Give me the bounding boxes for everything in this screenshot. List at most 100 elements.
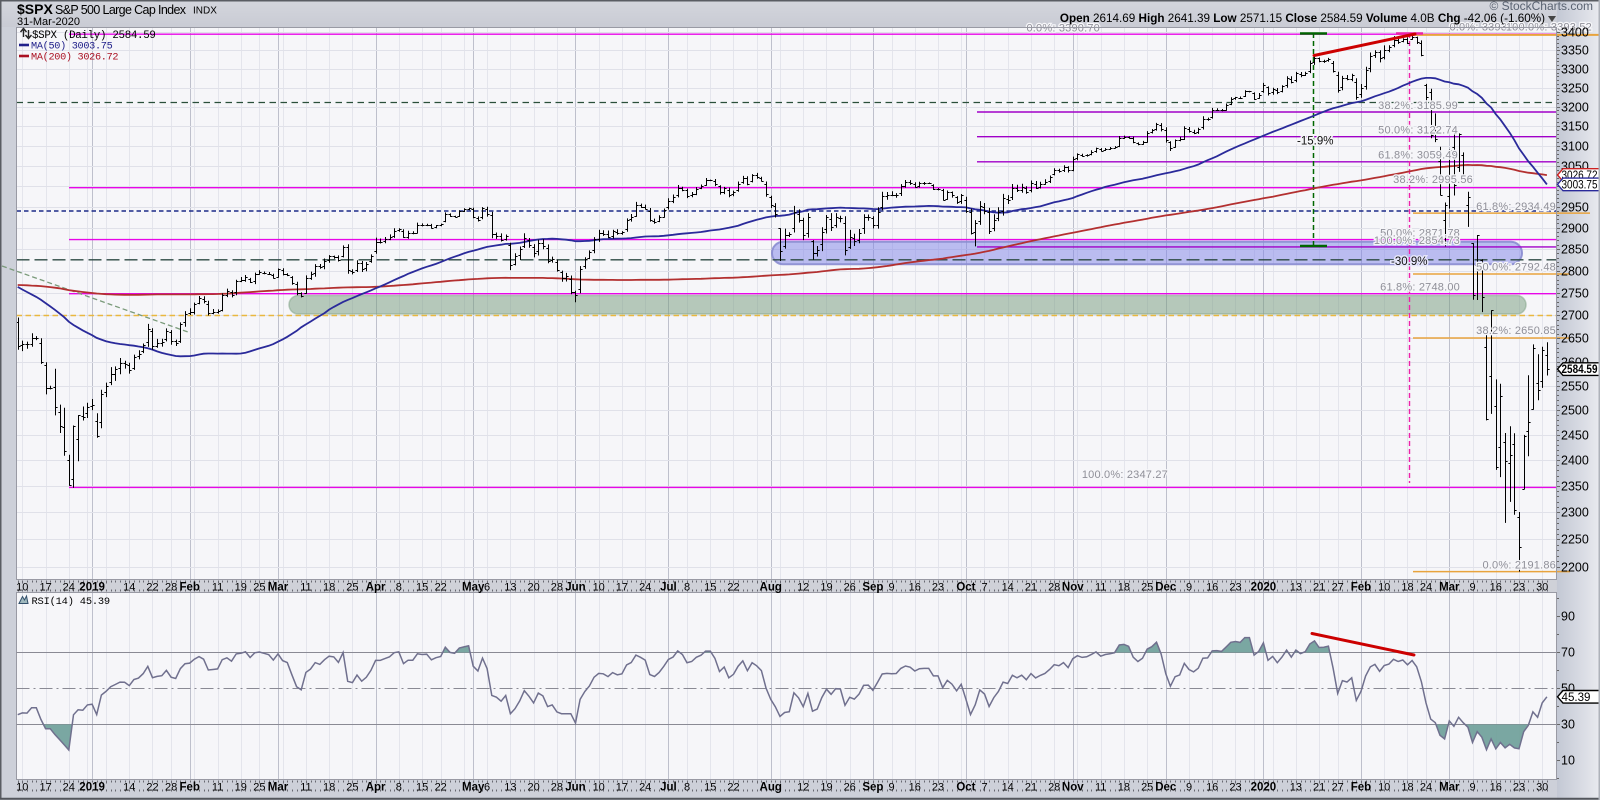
svg-text:27: 27 xyxy=(1332,582,1344,594)
svg-text:17: 17 xyxy=(616,782,628,794)
svg-text:2950: 2950 xyxy=(1561,201,1589,215)
svg-text:10: 10 xyxy=(593,782,605,794)
svg-text:15: 15 xyxy=(416,582,428,594)
svg-text:21: 21 xyxy=(1313,782,1325,794)
svg-text:11: 11 xyxy=(1095,582,1106,594)
svg-text:24: 24 xyxy=(63,582,75,594)
svg-text:Aug: Aug xyxy=(760,582,782,594)
svg-text:38.2%: 3185.99: 38.2%: 3185.99 xyxy=(1378,100,1458,112)
svg-text:30: 30 xyxy=(1561,718,1575,732)
svg-text:28: 28 xyxy=(1048,582,1060,594)
svg-text:11: 11 xyxy=(212,582,223,594)
svg-text:23: 23 xyxy=(932,582,944,594)
svg-text:19: 19 xyxy=(820,582,832,594)
svg-text:Feb: Feb xyxy=(179,582,199,594)
svg-text:13: 13 xyxy=(1290,782,1302,794)
svg-text:12: 12 xyxy=(797,582,809,594)
svg-text:3350: 3350 xyxy=(1561,44,1589,58)
svg-text:100.0%: 2854.73: 100.0%: 2854.73 xyxy=(1374,235,1460,247)
svg-text:23: 23 xyxy=(1229,782,1241,794)
svg-text:70: 70 xyxy=(1561,646,1575,660)
svg-text:Open 2614.69 High 2641.39 Low: Open 2614.69 High 2641.39 Low 2571.15 Cl… xyxy=(1060,12,1545,25)
svg-text:0.0%: 2191.86: 0.0%: 2191.86 xyxy=(1482,560,1556,572)
svg-text:2250: 2250 xyxy=(1561,533,1589,547)
svg-text:0.0%: 3390.70: 0.0%: 3390.70 xyxy=(1026,23,1100,35)
svg-text:24: 24 xyxy=(1420,582,1432,594)
svg-text:13: 13 xyxy=(1290,582,1302,594)
svg-text:23: 23 xyxy=(932,782,944,794)
svg-text:S&P 500 Large Cap Index: S&P 500 Large Cap Index xyxy=(55,3,187,17)
svg-text:24: 24 xyxy=(639,582,651,594)
svg-text:28: 28 xyxy=(551,782,563,794)
svg-text:13: 13 xyxy=(504,582,516,594)
svg-text:22: 22 xyxy=(146,582,158,594)
svg-text:-30.9%: -30.9% xyxy=(1391,256,1427,268)
svg-text:25: 25 xyxy=(253,582,265,594)
svg-text:38.2%: 2650.85: 38.2%: 2650.85 xyxy=(1476,325,1556,337)
svg-text:18: 18 xyxy=(1118,782,1130,794)
svg-text:50.0%: 2792.48: 50.0%: 2792.48 xyxy=(1476,262,1556,274)
svg-text:14: 14 xyxy=(123,782,135,794)
svg-text:22: 22 xyxy=(727,582,739,594)
svg-text:16: 16 xyxy=(909,782,921,794)
svg-text:Apr: Apr xyxy=(366,782,386,794)
svg-text:7: 7 xyxy=(981,582,987,594)
svg-text:18: 18 xyxy=(1401,782,1413,794)
svg-text:23: 23 xyxy=(1513,782,1525,794)
svg-text:12: 12 xyxy=(797,782,809,794)
svg-text:38.2%: 2995.56: 38.2%: 2995.56 xyxy=(1393,174,1473,186)
svg-text:17: 17 xyxy=(39,782,51,794)
svg-text:90: 90 xyxy=(1561,610,1575,624)
svg-text:8: 8 xyxy=(684,782,690,794)
svg-text:2700: 2700 xyxy=(1561,309,1589,323)
svg-text:2850: 2850 xyxy=(1561,243,1589,257)
svg-text:16: 16 xyxy=(1206,582,1218,594)
svg-text:2450: 2450 xyxy=(1561,429,1589,443)
svg-text:16: 16 xyxy=(1490,782,1502,794)
svg-text:Dec: Dec xyxy=(1155,582,1177,594)
svg-text:9: 9 xyxy=(1469,582,1475,594)
svg-text:-15.9%: -15.9% xyxy=(1297,136,1333,148)
svg-text:9: 9 xyxy=(1186,782,1192,794)
svg-text:21: 21 xyxy=(1313,582,1325,594)
svg-text:22: 22 xyxy=(727,782,739,794)
svg-text:2350: 2350 xyxy=(1561,480,1589,494)
svg-text:Sep: Sep xyxy=(862,582,883,594)
svg-text:8: 8 xyxy=(396,582,402,594)
svg-text:50.0%: 3122.74: 50.0%: 3122.74 xyxy=(1378,125,1458,137)
svg-text:10: 10 xyxy=(1378,582,1390,594)
svg-text:INDX: INDX xyxy=(193,6,217,17)
svg-text:17: 17 xyxy=(39,582,51,594)
svg-text:28: 28 xyxy=(551,582,563,594)
svg-text:23: 23 xyxy=(1229,582,1241,594)
svg-text:10: 10 xyxy=(16,582,28,594)
svg-text:19: 19 xyxy=(820,782,832,794)
svg-text:13: 13 xyxy=(504,782,516,794)
svg-text:Oct: Oct xyxy=(956,582,975,594)
svg-text:11: 11 xyxy=(1095,782,1106,794)
svg-text:9: 9 xyxy=(888,782,894,794)
svg-text:Feb: Feb xyxy=(1351,782,1371,794)
svg-text:$SPX (Daily) 2584.59: $SPX (Daily) 2584.59 xyxy=(32,30,156,42)
svg-text:Jun: Jun xyxy=(565,782,585,794)
svg-text:28: 28 xyxy=(165,582,177,594)
svg-text:21: 21 xyxy=(1025,582,1037,594)
svg-text:8: 8 xyxy=(684,582,690,594)
svg-text:15: 15 xyxy=(416,782,428,794)
svg-text:15: 15 xyxy=(704,782,716,794)
svg-text:16: 16 xyxy=(1206,782,1218,794)
svg-text:61.8%: 3059.49: 61.8%: 3059.49 xyxy=(1378,150,1458,162)
svg-text:61.8%: 2934.49: 61.8%: 2934.49 xyxy=(1476,201,1556,213)
svg-text:50.0%: 2871.78: 50.0%: 2871.78 xyxy=(1380,228,1460,240)
svg-text:24: 24 xyxy=(1420,782,1432,794)
svg-text:22: 22 xyxy=(435,582,447,594)
svg-text:Jul: Jul xyxy=(660,782,677,794)
svg-text:RSI(14) 45.39: RSI(14) 45.39 xyxy=(32,596,110,608)
svg-text:10: 10 xyxy=(16,782,28,794)
svg-text:6: 6 xyxy=(484,582,490,594)
svg-text:2020: 2020 xyxy=(1251,782,1277,794)
svg-text:7: 7 xyxy=(981,782,987,794)
svg-text:25: 25 xyxy=(1141,582,1153,594)
svg-text:15: 15 xyxy=(704,582,716,594)
svg-text:3200: 3200 xyxy=(1561,101,1589,115)
